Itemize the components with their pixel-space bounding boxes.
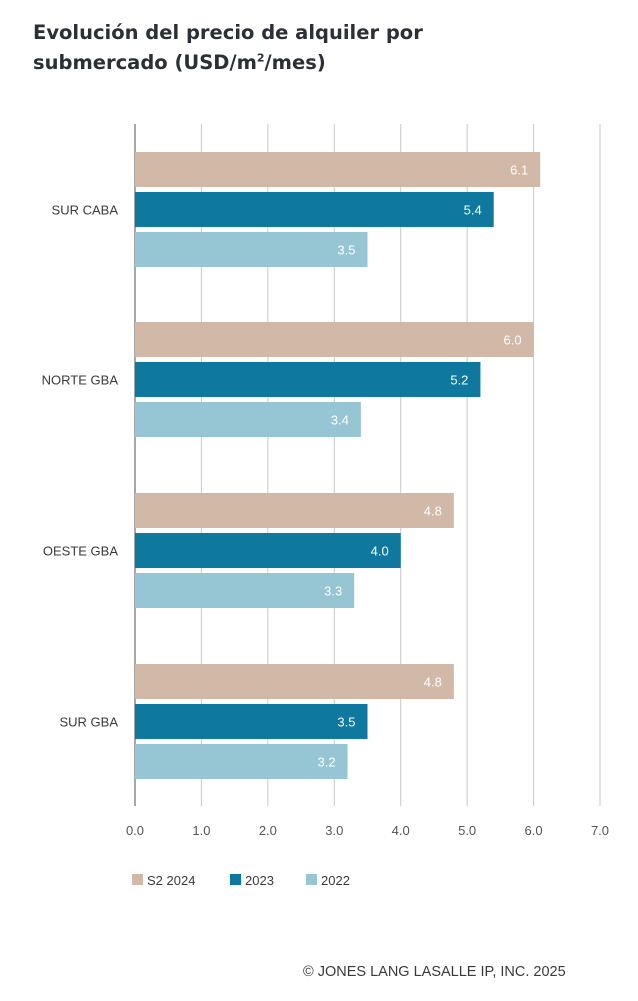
data-label: 4.8 — [424, 675, 442, 690]
data-label: 3.5 — [337, 243, 355, 258]
data-label: 4.8 — [424, 504, 442, 519]
data-label: 3.3 — [324, 584, 342, 599]
data-label: 4.0 — [371, 544, 389, 559]
data-label: 3.4 — [331, 413, 349, 428]
data-label: 3.2 — [317, 755, 335, 770]
data-label: 5.4 — [464, 203, 482, 218]
chart-title: Evolución del precio de alquiler por sub… — [33, 21, 423, 74]
bar — [135, 322, 534, 357]
legend-swatch — [230, 874, 241, 885]
x-tick-label: 3.0 — [325, 823, 343, 838]
legend-label: 2023 — [245, 873, 274, 888]
category-labels: SUR CABA NORTE GBA OESTE GBA SUR GBA — [42, 203, 119, 730]
bar — [135, 744, 348, 779]
category-label: OESTE GBA — [43, 544, 118, 559]
category-label: SUR CABA — [52, 203, 119, 218]
bar — [135, 402, 361, 437]
category-label: SUR GBA — [59, 715, 118, 730]
x-tick-label: 6.0 — [525, 823, 543, 838]
bar — [135, 573, 355, 608]
data-label: 3.5 — [337, 715, 355, 730]
x-tick-label: 5.0 — [458, 823, 476, 838]
bar — [135, 664, 454, 699]
data-label: 6.0 — [503, 333, 521, 348]
bar — [135, 152, 541, 187]
x-tick-label: 1.0 — [192, 823, 210, 838]
legend: S2 2024 2023 2022 — [132, 873, 350, 888]
category-label: NORTE GBA — [42, 373, 119, 388]
bar — [135, 533, 401, 568]
data-label: 6.1 — [510, 163, 528, 178]
data-labels: 6.1 5.4 3.5 6.0 5.2 3.4 4.8 4.0 3.3 4.8 3.5 3.2 — [317, 163, 528, 770]
bars — [135, 152, 541, 779]
bar — [135, 232, 368, 267]
legend-label: 2022 — [321, 873, 350, 888]
x-tick-label: 7.0 — [591, 823, 609, 838]
x-tick-label: 0.0 — [126, 823, 144, 838]
copyright-credit: © JONES LANG LASALLE IP, INC. 2025 — [303, 964, 566, 980]
x-tick-label: 4.0 — [392, 823, 410, 838]
data-label: 5.2 — [450, 373, 468, 388]
legend-label: S2 2024 — [147, 873, 195, 888]
bar — [135, 493, 454, 528]
bar — [135, 362, 481, 397]
bar — [135, 704, 368, 739]
x-tick-labels: 0.0 1.0 2.0 3.0 4.0 5.0 6.0 7.0 — [126, 823, 609, 838]
bar — [135, 192, 494, 227]
legend-swatch — [132, 874, 143, 885]
legend-swatch — [306, 874, 317, 885]
x-tick-label: 2.0 — [259, 823, 277, 838]
